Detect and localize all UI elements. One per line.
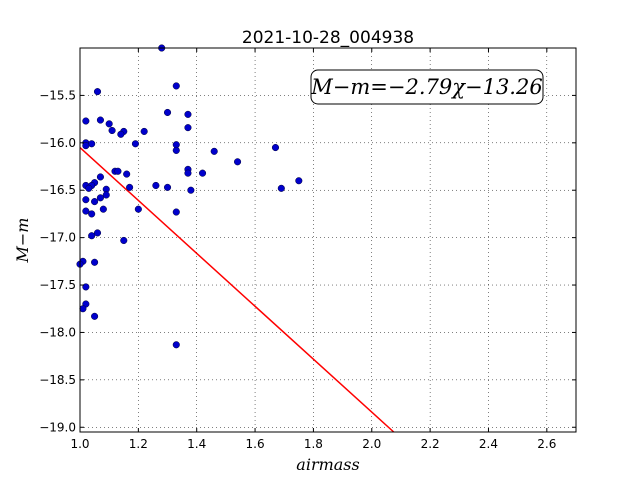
fit-line (79, 146, 395, 433)
data-point (114, 167, 122, 175)
grid (79, 48, 576, 432)
data-point (131, 140, 139, 148)
x-tick-label: 2.0 (362, 437, 381, 451)
data-point (210, 147, 218, 155)
data-point (172, 341, 180, 349)
x-axis-label: airmass (296, 455, 359, 474)
data-point (184, 169, 192, 177)
y-tick-label: −17.5 (39, 278, 76, 292)
data-point (88, 210, 96, 218)
annotation-text: M−m=−2.79χ−13.26 (310, 75, 542, 99)
data-point (172, 82, 180, 90)
data-point (91, 312, 99, 320)
data-point (96, 173, 104, 181)
x-tick-label: 1.2 (129, 437, 148, 451)
data-point (172, 208, 180, 216)
data-points (76, 44, 303, 349)
plot-frame (79, 47, 577, 433)
x-tick-label: 1.8 (304, 437, 323, 451)
data-point (152, 181, 160, 190)
data-point (172, 146, 180, 154)
data-point (93, 229, 102, 237)
x-tick-label: 1.4 (187, 437, 206, 451)
data-point (271, 144, 280, 152)
data-point (91, 258, 99, 266)
data-point (234, 158, 242, 166)
data-point (105, 120, 113, 128)
data-point (88, 232, 96, 240)
y-tick-label: −18.0 (39, 325, 76, 339)
data-point (102, 191, 110, 199)
fit-line-group (79, 146, 395, 433)
data-point (82, 117, 90, 125)
data-point (198, 169, 207, 177)
data-point (123, 170, 131, 178)
data-point (126, 183, 134, 191)
data-point (184, 110, 192, 118)
x-tick-label: 2.2 (421, 437, 440, 451)
data-point (187, 186, 195, 194)
equation-annotation: M−m=−2.79χ−13.26 (310, 69, 544, 105)
data-point (117, 130, 125, 138)
data-point (91, 198, 99, 206)
annotation-box (310, 69, 544, 105)
data-point (82, 283, 90, 291)
data-point (295, 177, 303, 185)
y-tick-label: −15.5 (39, 88, 76, 102)
y-axis-label: M−m (13, 218, 32, 264)
data-point (82, 196, 90, 204)
data-point (96, 194, 104, 202)
x-tick-label: 2.4 (479, 437, 498, 451)
data-point (85, 184, 93, 192)
data-point (163, 108, 172, 117)
data-point (120, 236, 128, 245)
data-point (82, 207, 90, 215)
data-point (134, 205, 142, 213)
y-tick-label: −16.5 (39, 183, 76, 197)
data-point (96, 116, 104, 124)
y-tick-label: −16.0 (39, 136, 76, 150)
chart-title: 2021-10-28_004938 (242, 28, 414, 48)
data-point (277, 184, 285, 192)
x-tick-label: 1.6 (246, 437, 265, 451)
y-tick-label: −17.0 (39, 231, 76, 245)
data-point (82, 142, 90, 150)
data-point (93, 88, 102, 96)
data-point (79, 305, 87, 313)
data-point (140, 127, 148, 135)
axis-ticks: 1.0 1.2 1.4 1.6 1.8 2.0 2.2 2.4 2.6 −15.5 −16.0 −16… (39, 48, 576, 451)
data-point (108, 126, 116, 135)
y-tick-label: −18.5 (39, 373, 76, 387)
x-tick-label: 2.6 (537, 437, 556, 451)
x-tick-label: 1.0 (70, 437, 89, 451)
data-point (184, 124, 192, 132)
data-point (99, 205, 107, 213)
y-tick-label: −19.0 (39, 420, 76, 434)
data-point (163, 183, 172, 191)
